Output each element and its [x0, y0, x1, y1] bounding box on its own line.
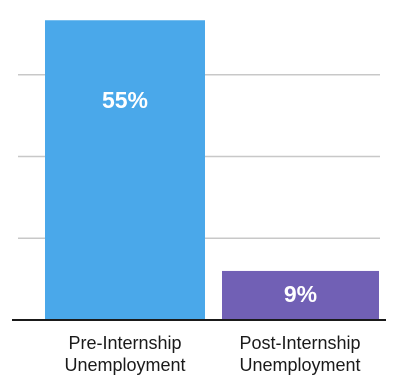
x-tick-label-1-line-1: Pre-Internship: [68, 333, 181, 353]
x-tick-label-1-line-2: Unemployment: [64, 355, 185, 375]
data-label-2: 9%: [284, 281, 317, 307]
bars: [45, 20, 379, 320]
x-tick-label-2-line-1: Post-Internship: [239, 333, 360, 353]
data-label-1: 55%: [102, 87, 148, 113]
bar-2: [222, 270, 379, 320]
labels: 55%Pre-InternshipUnemployment9%Post-Inte…: [64, 87, 360, 375]
bar-1: [45, 20, 205, 320]
x-tick-label-2-line-2: Unemployment: [239, 355, 360, 375]
